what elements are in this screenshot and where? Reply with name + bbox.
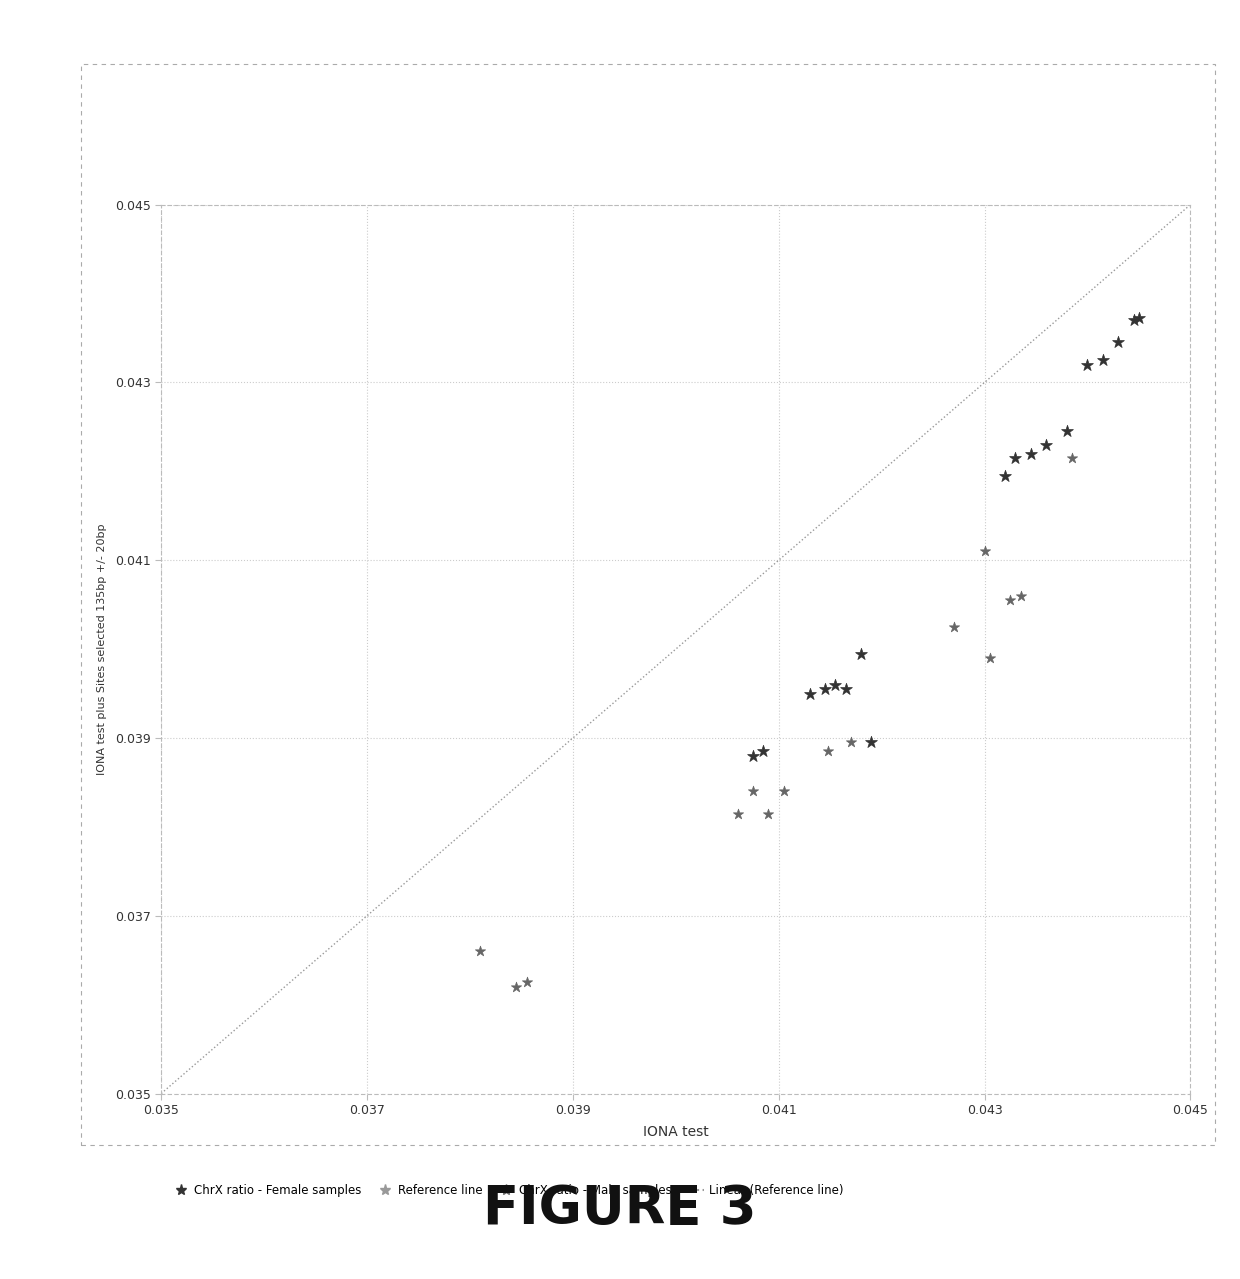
Point [774, 781, 794, 802]
Point [1006, 448, 1025, 468]
Point [1128, 308, 1148, 329]
Point [800, 683, 820, 703]
Point [1001, 590, 1021, 610]
Point [944, 616, 963, 637]
Point [743, 746, 763, 766]
Point [1109, 333, 1128, 353]
Point [980, 647, 999, 668]
Point [818, 741, 838, 761]
Point [1011, 586, 1030, 606]
Point [996, 466, 1016, 486]
Point [1037, 435, 1056, 455]
Point [1063, 448, 1083, 468]
Text: FIGURE 3: FIGURE 3 [484, 1183, 756, 1234]
Point [743, 781, 763, 802]
Point [728, 803, 748, 824]
Point [506, 977, 526, 998]
Point [1078, 354, 1097, 375]
Point [841, 732, 861, 752]
Point [1092, 350, 1112, 371]
Point [851, 643, 870, 664]
Legend: ChrX ratio - Female samples, Reference line, ChrX ratio - Male samples, Linear (: ChrX ratio - Female samples, Reference l… [167, 1179, 848, 1202]
Point [862, 732, 882, 752]
Point [815, 679, 835, 700]
Y-axis label: IONA test plus Sites selected 135bp +/- 20bp: IONA test plus Sites selected 135bp +/- … [97, 523, 107, 775]
Point [975, 541, 994, 561]
Point [1123, 310, 1143, 330]
X-axis label: IONA test: IONA test [642, 1126, 709, 1140]
Point [759, 803, 779, 824]
Point [1056, 421, 1076, 441]
Point [826, 674, 846, 694]
Point [754, 741, 774, 761]
Point [836, 679, 856, 700]
Point [1021, 444, 1040, 464]
Point [470, 941, 490, 962]
Point [517, 972, 537, 993]
